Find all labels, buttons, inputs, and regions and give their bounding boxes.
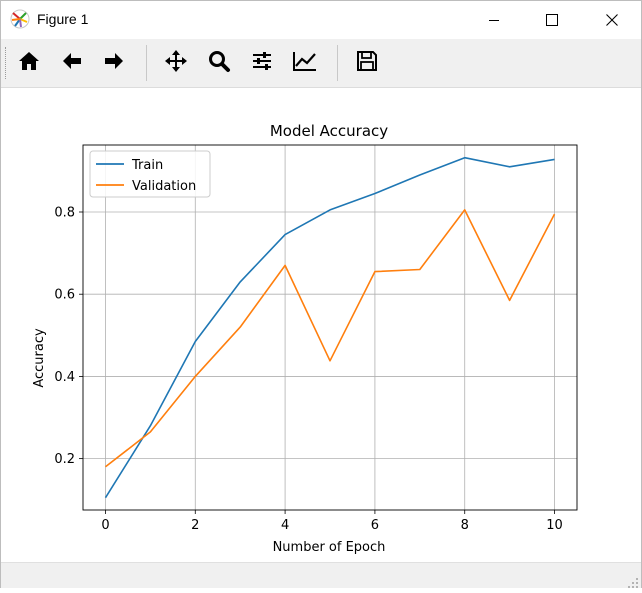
resize-grip-icon[interactable]: [627, 574, 639, 588]
x-tick-label: 8: [461, 518, 469, 533]
magnifier-icon: [207, 49, 231, 77]
toolbar-grip[interactable]: [5, 47, 8, 79]
y-tick-label: 0.4: [54, 370, 75, 385]
series-line-validation: [105, 209, 556, 468]
title-bar[interactable]: Figure 1: [1, 1, 641, 39]
maximize-icon: [546, 14, 558, 26]
move-icon: [164, 49, 188, 77]
arrow-right-icon: [102, 49, 126, 77]
toolbar-separator: [337, 45, 338, 81]
x-tick-label: 10: [546, 518, 563, 533]
x-tick-label: 0: [101, 518, 109, 533]
plot-area: [83, 145, 577, 510]
x-tick-label: 6: [371, 518, 379, 533]
legend-entry: Train: [131, 158, 163, 173]
navigation-toolbar: [1, 39, 641, 88]
minimize-button[interactable]: [471, 1, 517, 39]
status-bar: [1, 562, 641, 588]
zoom-button[interactable]: [203, 47, 235, 79]
line-chart: Model Accuracy Number of Epoch Accuracy …: [32, 122, 578, 555]
home-button[interactable]: [13, 47, 45, 79]
home-icon: [17, 49, 41, 77]
chart-title: Model Accuracy: [270, 122, 388, 140]
save-button[interactable]: [351, 47, 383, 79]
y-tick-label: 0.6: [54, 288, 75, 303]
configure-subplots-button[interactable]: [246, 47, 278, 79]
series-line-train: [104, 156, 555, 499]
close-button[interactable]: [589, 1, 635, 39]
matplotlib-logo-icon: [10, 9, 30, 29]
edit-axis-button[interactable]: [289, 47, 321, 79]
y-tick-label: 0.8: [54, 205, 75, 220]
pan-button[interactable]: [160, 47, 192, 79]
legend-entry: Validation: [132, 179, 196, 194]
y-axis-label: Accuracy: [32, 328, 47, 388]
x-tick-label: 2: [191, 518, 199, 533]
close-icon: [606, 14, 618, 26]
arrow-left-icon: [60, 49, 84, 77]
y-tick-label: 0.2: [54, 452, 75, 467]
minimize-icon: [488, 14, 500, 26]
window-title: Figure 1: [37, 11, 89, 27]
floppy-disk-icon: [356, 50, 378, 76]
forward-button[interactable]: [98, 47, 130, 79]
maximize-button[interactable]: [529, 1, 575, 39]
x-axis-label: Number of Epoch: [273, 540, 386, 555]
sliders-icon: [250, 49, 274, 77]
figure-canvas[interactable]: Model Accuracy Number of Epoch Accuracy …: [1, 88, 641, 562]
axes-frame: [82, 144, 578, 511]
back-button[interactable]: [56, 47, 88, 79]
x-tick-label: 4: [281, 518, 289, 533]
toolbar-separator: [146, 45, 147, 81]
line-chart-icon: [292, 49, 318, 77]
